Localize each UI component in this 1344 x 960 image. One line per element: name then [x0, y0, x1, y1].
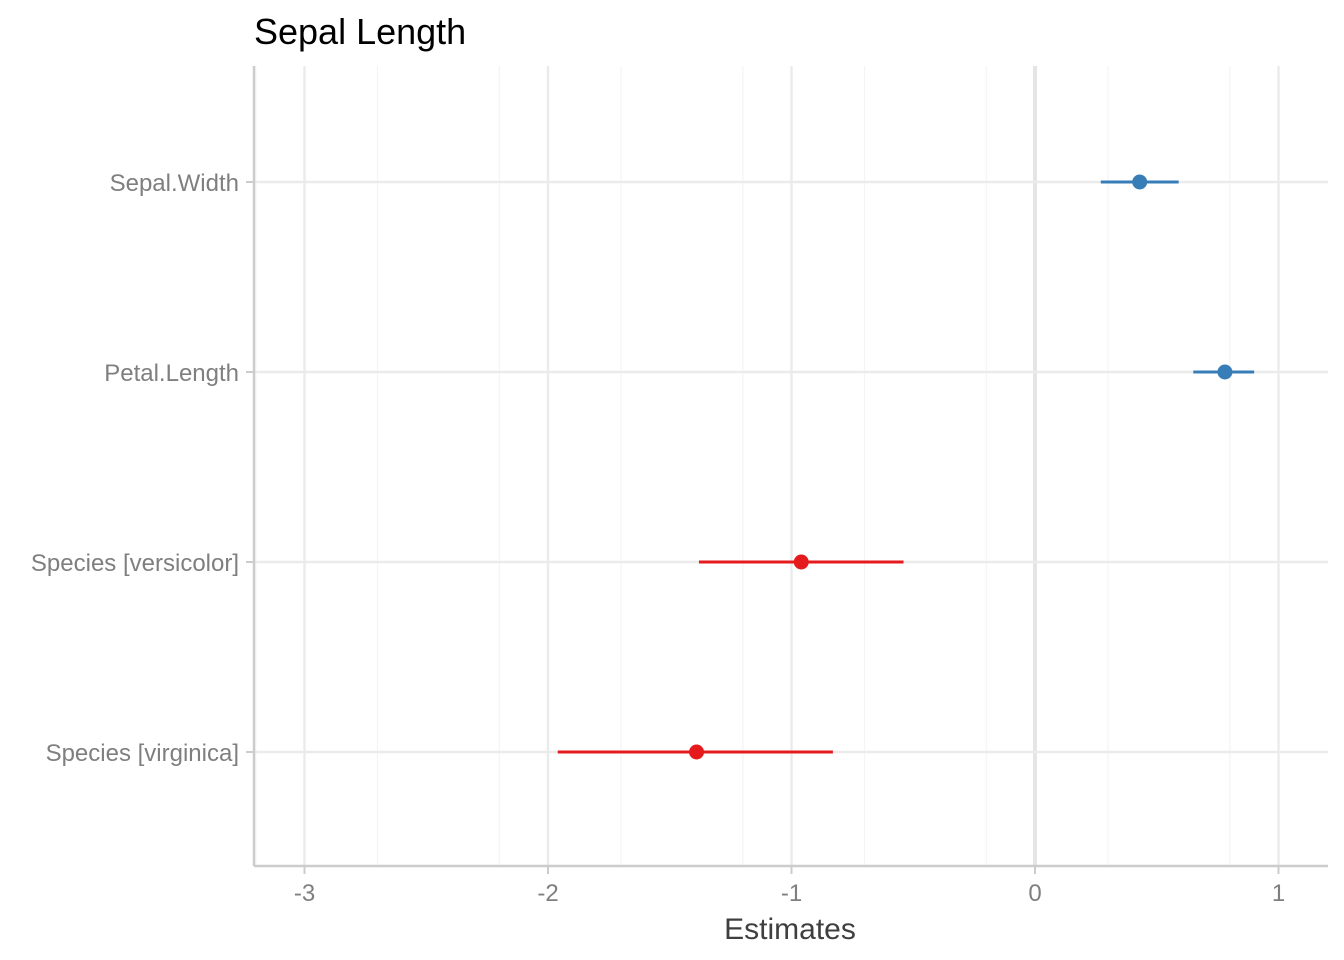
y-tick-label: Species [virginica] — [46, 740, 239, 767]
x-tick-label: 1 — [1272, 880, 1285, 907]
estimate-point — [1132, 174, 1148, 190]
y-tick-label: Petal.Length — [104, 360, 239, 387]
estimate-point — [793, 554, 809, 570]
estimate-point — [1217, 364, 1233, 380]
x-tick-label: -3 — [294, 880, 315, 907]
chart-title: Sepal Length — [254, 11, 466, 52]
x-axis-label: Estimates — [724, 913, 856, 946]
estimate-point — [689, 744, 705, 760]
label-layer: -3 -2 -1 0 1 Sepal.Width Petal.Length Species [… — [31, 170, 1285, 907]
x-tick-label: 0 — [1028, 880, 1041, 907]
grid-layer — [254, 66, 1328, 866]
x-tick-label: -1 — [781, 880, 802, 907]
x-tick-label: -2 — [537, 880, 558, 907]
marks-layer — [557, 174, 1255, 760]
y-tick-label: Species [versicolor] — [31, 550, 239, 577]
axis-layer — [246, 66, 1328, 874]
y-tick-label: Sepal.Width — [110, 170, 239, 197]
